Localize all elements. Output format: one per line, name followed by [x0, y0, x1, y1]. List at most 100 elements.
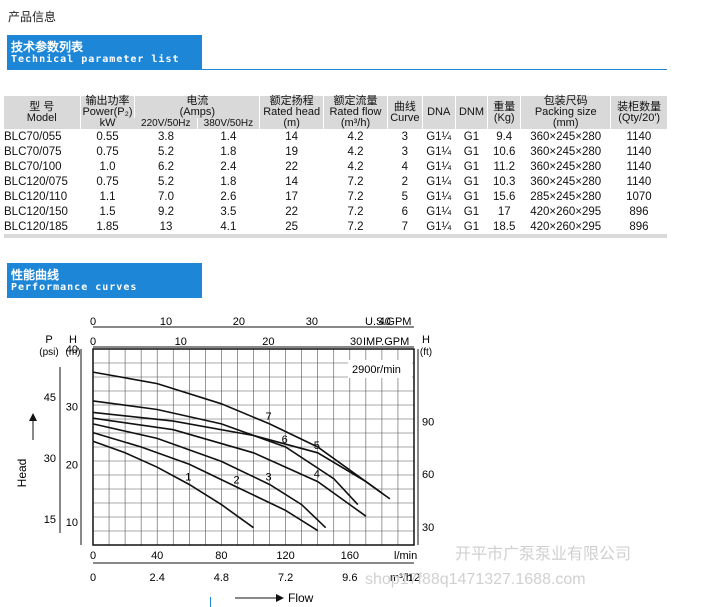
table-cell: 5	[401, 190, 409, 203]
table-cell: 3.5	[220, 205, 237, 218]
tick-label: 20	[233, 316, 245, 328]
section-header-technical: 技术参数列表 Technical parameter list	[7, 35, 202, 69]
curve-line	[92, 371, 383, 494]
table-cell: 9.2	[158, 205, 175, 218]
table-cell: G1¼	[426, 205, 452, 218]
section-title-cn: 性能曲线	[11, 268, 60, 282]
table-cell: 5.2	[158, 175, 175, 188]
table-cell: 22	[285, 205, 299, 218]
section-title-cn: 技术参数列表	[11, 40, 84, 54]
table-cell: 2.4	[220, 160, 237, 173]
tick-label: 30	[44, 453, 56, 465]
col-packing: 包装尺码 Packing size (mm)	[520, 96, 611, 129]
table-cell: 22	[285, 160, 299, 173]
curve-line	[92, 423, 327, 529]
tick-label: 40	[379, 316, 391, 328]
col-weight-cn: 重量	[493, 100, 516, 113]
curve-label: 4	[314, 469, 320, 481]
axis-title-head: Head	[15, 459, 29, 488]
tick-label: 0	[90, 572, 96, 584]
breadcrumb: 产品信息	[8, 10, 57, 24]
table-cell: 4.1	[197, 219, 260, 238]
table-cell: 3	[401, 130, 409, 143]
table-cell: 4	[401, 160, 409, 173]
table-cell: 9.4	[496, 130, 513, 143]
tick-label: 0	[90, 550, 96, 562]
axis-label-impgpm: IMP.GPM	[363, 336, 409, 348]
col-flow-unit: (m³/h)	[340, 117, 371, 129]
col-qty-en: (Qty/20')	[618, 111, 661, 124]
axis-label-ft: H	[422, 334, 430, 346]
table-cell: 11.2	[493, 160, 515, 173]
axis-unit-psi: (psi)	[39, 347, 58, 358]
table-row: BLC120/150 1.5 9.2 3.5 22 7.2 6 G1¼ G1 17 420×260×…	[4, 204, 667, 219]
table-cell: G1	[463, 175, 480, 188]
tick-label: 60	[422, 469, 434, 481]
col-model: 型 号 Model	[4, 96, 81, 129]
axis-unit-ft: (ft)	[420, 347, 432, 358]
table-cell: 7.2	[347, 175, 364, 188]
table-cell: 7.2	[323, 219, 388, 238]
curve-label: 2	[233, 474, 239, 486]
col-220v: 220V/50Hz	[134, 118, 198, 129]
table-cell: 1.5	[99, 205, 116, 218]
table-cell: 360×245×280	[530, 145, 602, 158]
table-cell: 2.6	[220, 190, 237, 203]
tick-label: 45	[44, 392, 56, 404]
table-cell: 420×260×295	[520, 219, 611, 238]
axis-label-psi: P	[45, 334, 52, 346]
col-weight-en: (Kg)	[493, 111, 515, 124]
col-qty-cn: 装柜数量	[617, 100, 662, 113]
table-cell: BLC70/055	[4, 130, 62, 143]
table-row: BLC70/055 0.55 3.8 1.4 14 4.2 3 G1¼ G1 9.4 360×245…	[4, 129, 667, 144]
table-cell: G1¼	[422, 219, 456, 238]
axis-unit-m3h: m³/h	[390, 572, 412, 584]
col-curve-en: Curve	[390, 111, 420, 124]
table-cell: 6	[401, 205, 409, 218]
tick-label: 12	[408, 572, 420, 584]
table-cell: G1	[463, 145, 480, 158]
table-cell: BLC70/075	[4, 145, 62, 158]
table-cell: G1¼	[426, 175, 452, 188]
tick-label: 10	[160, 316, 172, 328]
table-cell: 0.55	[96, 130, 119, 143]
col-pack-en: Packing size	[534, 106, 597, 118]
col-dnm: DNM	[454, 96, 488, 129]
curve-line	[92, 431, 319, 532]
tick-label: 30	[422, 522, 434, 534]
curve-line	[92, 417, 367, 517]
table-cell: 1.85	[80, 219, 135, 238]
tick-label: 2.4	[150, 572, 165, 584]
table-row: BLC120/110 1.1 7.0 2.6 17 7.2 5 G1¼ G1 15.6 285×24…	[4, 189, 667, 204]
table-cell: 420×260×295	[530, 205, 602, 218]
section-title-en: Technical parameter list	[11, 54, 180, 65]
col-current-en: (Amps)	[179, 106, 216, 118]
table-cell: 0.75	[96, 175, 119, 188]
arrow-head-icon	[29, 413, 37, 421]
col-power-cn: 输出功率	[85, 95, 130, 107]
table-cell: G1	[463, 130, 480, 143]
table-cell: G1	[463, 160, 480, 173]
tick-label: 15	[44, 514, 56, 526]
table-cell: BLC120/150	[4, 205, 68, 218]
tick-label: 40	[66, 344, 78, 356]
divider	[210, 597, 211, 607]
table-cell: 10.3	[493, 175, 516, 188]
axis-title-flow: Flow	[288, 591, 314, 605]
table-cell: BLC120/110	[4, 190, 68, 203]
spec-table: 型 号 Model 输出功率 Power(P₂) kW 电流 (Amps) 额定扬程 Ra…	[4, 96, 667, 238]
table-cell: BLC120/075	[4, 175, 68, 188]
arrow-head-icon	[276, 594, 284, 602]
table-cell: 17	[497, 205, 511, 218]
table-cell: 1140	[626, 175, 652, 188]
col-qty: 装柜数量 (Qty/20')	[610, 96, 667, 129]
table-cell: 1.0	[99, 160, 116, 173]
table-cell: 14	[285, 130, 299, 143]
tick-label: 30	[350, 336, 362, 348]
table-cell: 3.8	[158, 130, 175, 143]
table-cell: 5.2	[158, 145, 175, 158]
table-cell: 10.6	[493, 145, 516, 158]
col-power: 输出功率 Power(P₂) kW	[79, 95, 135, 129]
rpm-label-bg	[348, 360, 412, 378]
